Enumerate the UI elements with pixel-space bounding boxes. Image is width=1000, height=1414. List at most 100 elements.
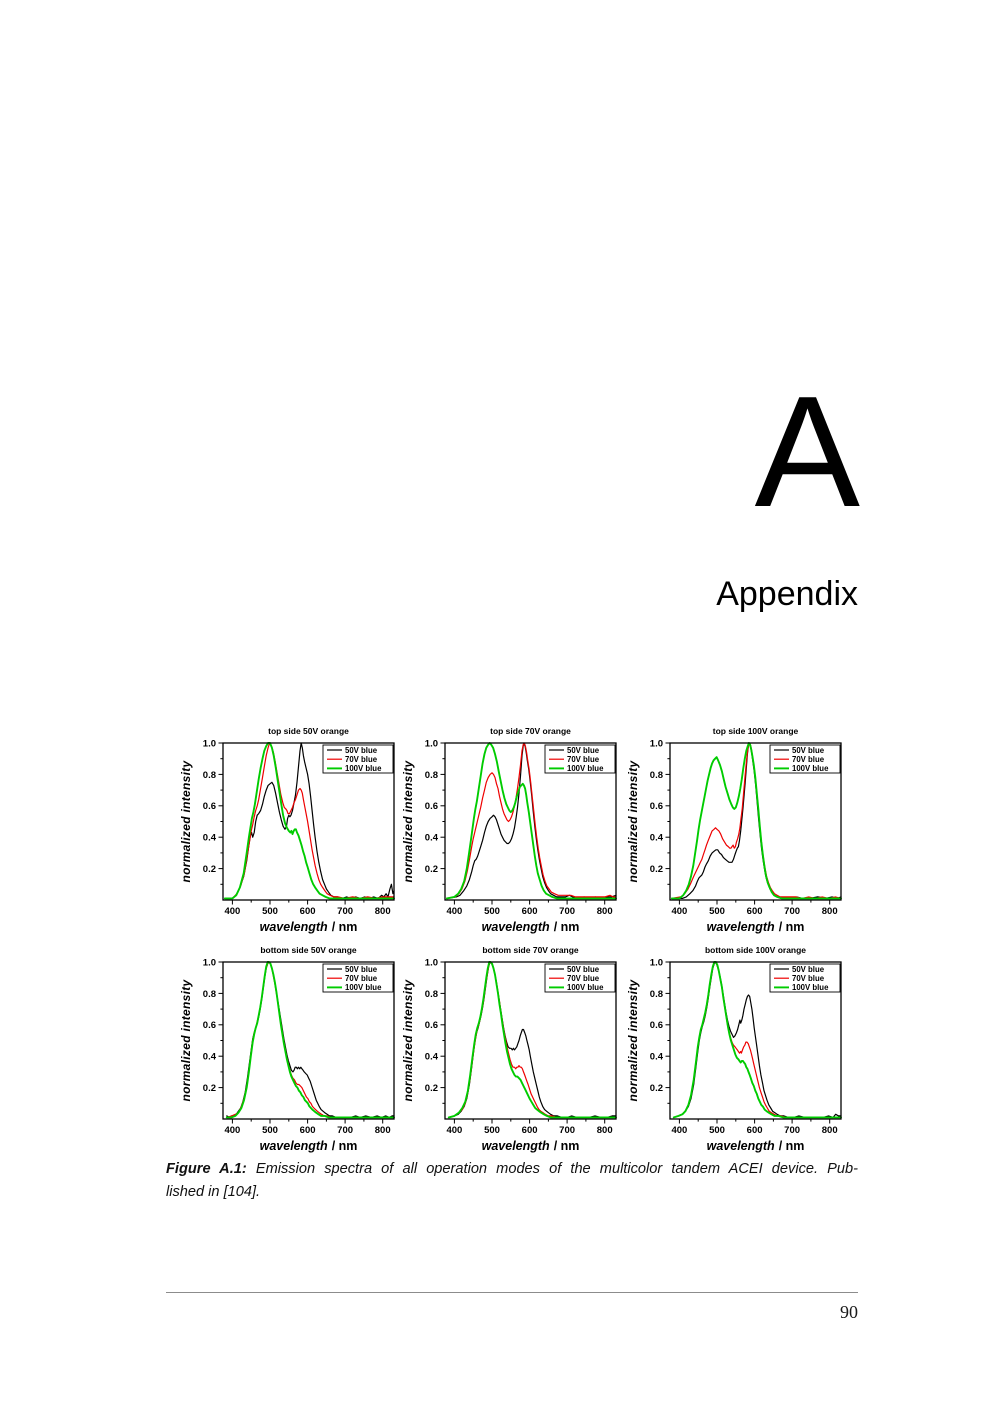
x-tick-label: 600 (522, 906, 538, 917)
chart-bottom-side-70v-orange: bottom side 70V orange 400 500 600 700 800 0.2… (383, 941, 623, 1159)
chart-top-side-100v-orange: top side 100V orange 400 500 600 700 800 0.2 0.… (608, 722, 848, 940)
y-tick-label: 0.2 (650, 1083, 663, 1094)
y-tick-label: 0.4 (650, 833, 664, 844)
y-axis-label: normalized intensity (179, 759, 193, 882)
y-tick-label: 0.6 (203, 1020, 216, 1031)
y-tick-label: 0.2 (425, 1083, 438, 1094)
y-axis-label: normalized intensity (179, 978, 193, 1101)
x-tick-label: 700 (337, 1125, 353, 1136)
legend-label: 70V blue (345, 755, 378, 764)
y-tick-label: 0.8 (203, 770, 216, 781)
y-tick-label: 0.8 (650, 770, 663, 781)
legend-label: 100V blue (567, 983, 604, 992)
y-tick-label: 0.6 (650, 801, 663, 812)
chart-title: top side 50V orange (268, 726, 349, 736)
y-tick-label: 0.8 (425, 770, 438, 781)
legend-label: 50V blue (567, 746, 600, 755)
legend-label: 100V blue (345, 764, 382, 773)
series-line (672, 961, 842, 1119)
y-axis-label: normalized intensity (401, 978, 415, 1101)
legend-label: 100V blue (792, 764, 829, 773)
x-tick-label: 400 (671, 1125, 687, 1136)
figure-caption-line2: lished in [104]. (166, 1184, 261, 1200)
x-tick-label: 500 (484, 1125, 500, 1136)
y-tick-label: 0.6 (203, 801, 216, 812)
legend-label: 50V blue (345, 965, 378, 974)
chapter-title: Appendix (716, 575, 858, 613)
page-number: 90 (840, 1302, 858, 1322)
x-axis-label: wavelength / nm (707, 920, 805, 934)
x-tick-label: 800 (597, 906, 613, 917)
x-tick-label: 600 (747, 1125, 763, 1136)
y-tick-label: 0.6 (425, 1020, 438, 1031)
x-tick-label: 500 (484, 906, 500, 917)
x-tick-label: 800 (375, 1125, 391, 1136)
legend-label: 50V blue (345, 746, 378, 755)
figure-caption-text: Emission spectra of all operation modes … (255, 1161, 858, 1177)
series-line (670, 742, 842, 900)
chart-title: bottom side 70V orange (482, 945, 579, 955)
y-tick-label: 0.8 (425, 989, 438, 1000)
y-tick-label: 0.8 (203, 989, 216, 1000)
x-tick-label: 800 (822, 1125, 838, 1136)
y-tick-label: 0.6 (650, 1020, 663, 1031)
y-tick-label: 0.2 (425, 864, 438, 875)
legend-label: 70V blue (345, 974, 378, 983)
x-tick-label: 800 (822, 906, 838, 917)
x-tick-label: 500 (709, 906, 725, 917)
x-tick-label: 700 (559, 906, 575, 917)
x-tick-label: 800 (375, 906, 391, 917)
y-axis-label: normalized intensity (401, 759, 415, 882)
legend-label: 50V blue (567, 965, 600, 974)
x-tick-label: 400 (224, 1125, 240, 1136)
y-tick-label: 0.4 (203, 833, 217, 844)
legend-label: 50V blue (792, 746, 825, 755)
chart-bottom-side-100v-orange: bottom side 100V orange 400 500 600 700 800 0.… (608, 941, 848, 1159)
plot-frame (444, 961, 617, 1120)
figure-caption-label: Figure A.1: (166, 1161, 247, 1177)
series-line (446, 742, 617, 899)
x-tick-label: 600 (747, 906, 763, 917)
y-tick-label: 0.4 (425, 833, 439, 844)
x-tick-label: 600 (522, 1125, 538, 1136)
x-tick-label: 400 (671, 906, 687, 917)
series-line (671, 742, 842, 899)
y-tick-label: 0.6 (425, 801, 438, 812)
chart-title: bottom side 50V orange (260, 945, 357, 955)
chart-title: top side 100V orange (713, 726, 799, 736)
x-tick-label: 600 (300, 906, 316, 917)
x-tick-label: 700 (784, 906, 800, 917)
series-line (223, 742, 395, 900)
x-axis-label: wavelength / nm (260, 920, 358, 934)
x-tick-label: 500 (709, 1125, 725, 1136)
x-tick-label: 400 (446, 906, 462, 917)
x-axis-label: wavelength / nm (707, 1139, 805, 1153)
x-axis-label: wavelength / nm (260, 1139, 358, 1153)
series-line (447, 961, 617, 1119)
y-tick-label: 0.4 (425, 1052, 439, 1063)
legend-label: 100V blue (345, 983, 382, 992)
y-tick-label: 0.2 (203, 864, 216, 875)
series-line (445, 742, 617, 900)
plot-frame (222, 961, 395, 1120)
x-axis-label: wavelength / nm (482, 920, 580, 934)
y-axis-label: normalized intensity (626, 978, 640, 1101)
chart-title: top side 70V orange (490, 726, 571, 736)
x-tick-label: 500 (262, 1125, 278, 1136)
chart-bottom-side-50v-orange: bottom side 50V orange 400 500 600 700 800 0.2… (161, 941, 401, 1159)
series-line (446, 742, 617, 899)
figure-caption: Figure A.1: Emission spectra of all oper… (166, 1158, 858, 1204)
y-tick-label: 1.0 (425, 957, 438, 968)
plot-frame (669, 961, 842, 1120)
x-axis-label: wavelength / nm (482, 1139, 580, 1153)
x-tick-label: 700 (559, 1125, 575, 1136)
y-tick-label: 1.0 (650, 738, 663, 749)
legend-label: 50V blue (792, 965, 825, 974)
x-tick-label: 500 (262, 906, 278, 917)
legend-label: 100V blue (567, 764, 604, 773)
chapter-letter: A (754, 364, 860, 540)
plot-frame (669, 742, 842, 901)
y-tick-label: 0.4 (650, 1052, 664, 1063)
figure-caption-line1: Figure A.1: Emission spectra of all oper… (166, 1158, 858, 1181)
x-tick-label: 600 (300, 1125, 316, 1136)
